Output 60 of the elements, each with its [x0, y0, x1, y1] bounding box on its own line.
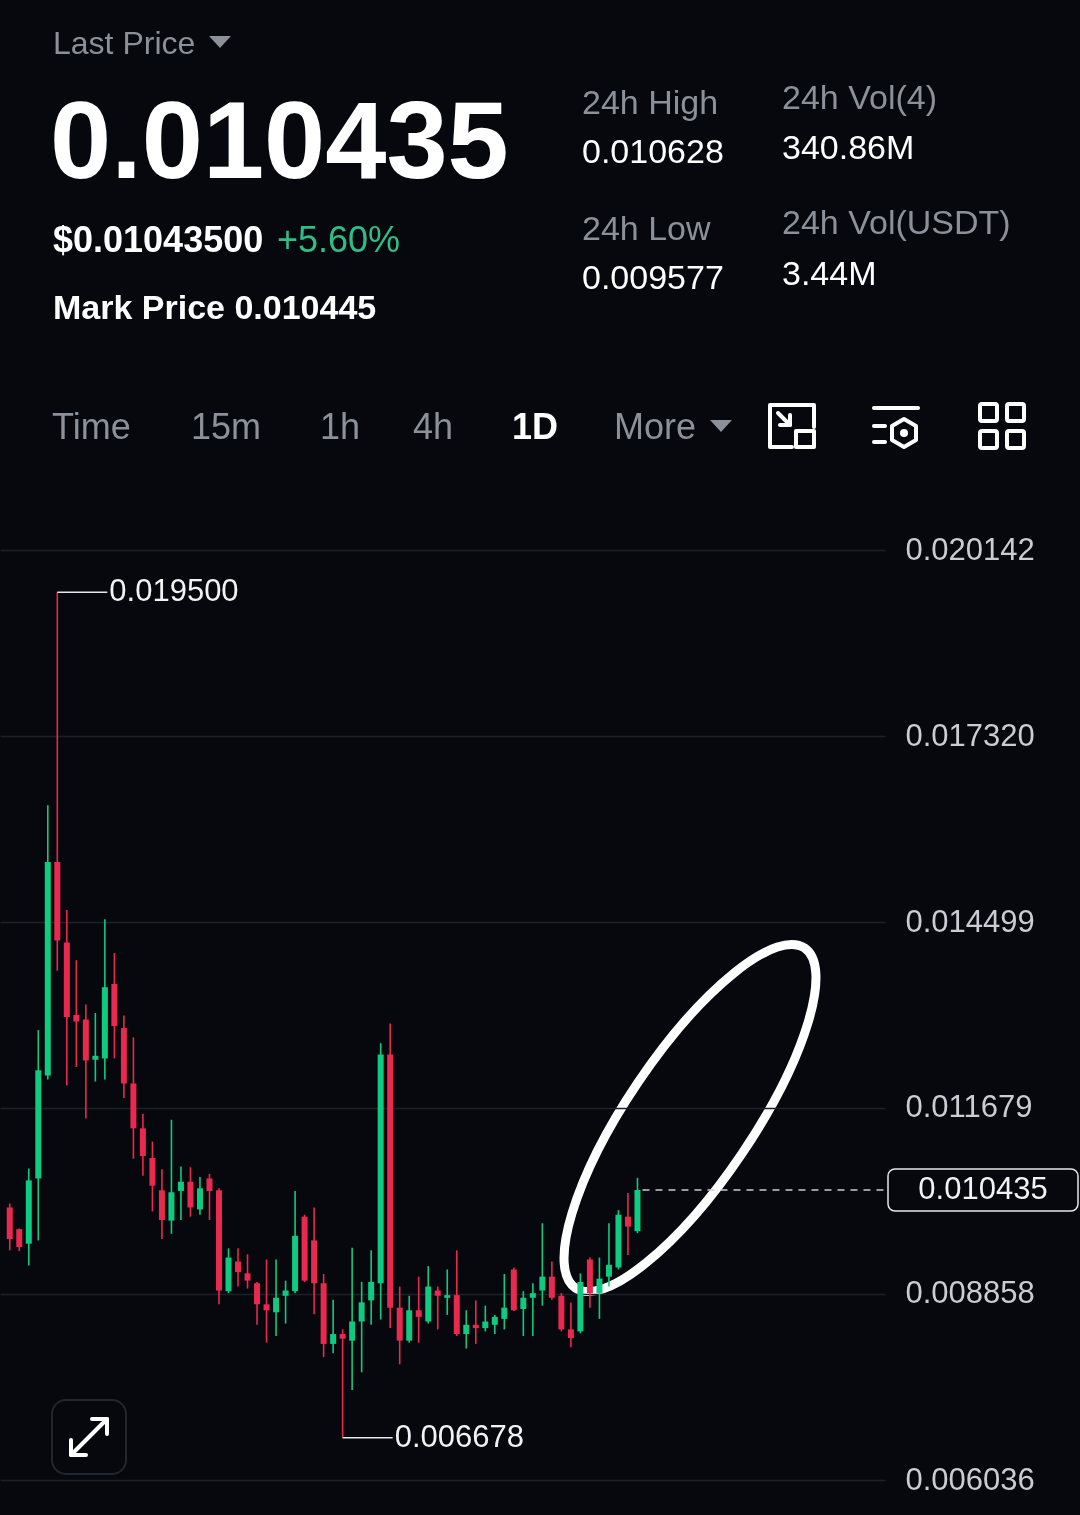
candlestick — [567, 1301, 574, 1349]
text: More — [614, 405, 697, 449]
y-tick-label: 0.011679 — [905, 1089, 1033, 1125]
candlestick — [539, 1222, 546, 1307]
candlestick — [339, 1328, 346, 1439]
candlestick — [415, 1275, 422, 1344]
text: 0.010628 — [582, 130, 724, 172]
annotation: 0.006678 — [394, 1418, 524, 1454]
text: 24h Low — [582, 207, 711, 249]
y-tick-label: 0.017320 — [905, 717, 1035, 753]
annotation: 0.019500 — [109, 573, 239, 609]
candlestick — [368, 1249, 375, 1326]
candlestick — [482, 1304, 489, 1333]
candlestick — [501, 1273, 508, 1331]
candlestick — [273, 1258, 280, 1337]
text: Last Price — [53, 23, 196, 63]
text: 4h — [413, 405, 454, 449]
candlestick — [254, 1281, 261, 1326]
candlestick — [529, 1282, 536, 1337]
candlestick — [605, 1222, 612, 1288]
candlestick — [472, 1299, 479, 1345]
y-tick-label: 0.014499 — [905, 903, 1035, 939]
candlestick — [330, 1298, 337, 1354]
text: 0.009577 — [582, 256, 724, 298]
candlestick — [73, 959, 80, 1068]
ref-line-label: 0.010435 — [918, 1170, 1048, 1206]
candlestick — [596, 1256, 603, 1320]
candlestick — [92, 1012, 99, 1083]
candlestick — [548, 1260, 555, 1301]
text: 24h Vol(USDT) — [782, 201, 1011, 243]
candlestick — [263, 1258, 270, 1344]
text: 340.86M — [782, 126, 915, 168]
candlestick — [358, 1281, 365, 1374]
y-tick-label: 0.008858 — [905, 1275, 1035, 1311]
y-tick-label: 0.020142 — [905, 531, 1035, 567]
text: 24h High — [582, 81, 719, 123]
text: 15m — [191, 405, 262, 449]
candlestick — [434, 1285, 441, 1331]
candlestick — [177, 1165, 184, 1221]
y-tick-label: 0.006036 — [905, 1461, 1035, 1497]
text: 0.010435 — [50, 77, 509, 203]
candlestick — [196, 1176, 203, 1216]
candlestick — [444, 1268, 451, 1316]
candlestick — [463, 1309, 470, 1350]
text: 1h — [320, 405, 361, 449]
text: 1D — [512, 405, 559, 449]
text: +5.60% — [277, 218, 401, 262]
text: 24h Vol(4) — [782, 76, 937, 118]
candlestick — [206, 1173, 213, 1221]
text: $0.01043500 — [53, 218, 264, 262]
text: Time — [52, 405, 131, 449]
candlestick — [235, 1247, 242, 1288]
candlestick — [520, 1290, 527, 1337]
text: 3.44M — [782, 252, 877, 294]
candlestick — [624, 1192, 631, 1256]
candlestick — [491, 1314, 498, 1335]
candlestick — [244, 1253, 251, 1290]
text: Mark Price 0.010445 — [53, 286, 377, 328]
candlestick — [349, 1246, 356, 1391]
candlestick — [282, 1279, 289, 1325]
